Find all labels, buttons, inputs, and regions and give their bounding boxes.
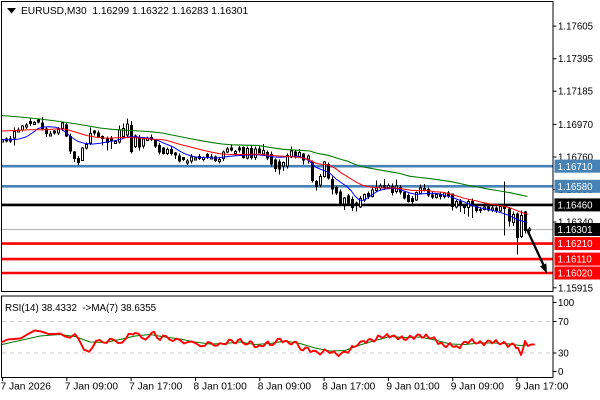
svg-text:70: 70 <box>558 317 569 328</box>
svg-text:8 Jan 01:00: 8 Jan 01:00 <box>194 382 248 393</box>
svg-text:RSI(14) 38.4332 ->MA(7) 38.63: RSI(14) 38.4332 ->MA(7) 38.6355 <box>5 303 157 314</box>
svg-text:1.16301: 1.16301 <box>558 225 593 236</box>
svg-text:1.15915: 1.15915 <box>558 283 593 294</box>
svg-text:8 Jan 17:00: 8 Jan 17:00 <box>322 382 376 393</box>
svg-text:9 Jan 17:00: 9 Jan 17:00 <box>515 382 569 393</box>
svg-text:1.16580: 1.16580 <box>558 182 594 193</box>
svg-text:1.16020: 1.16020 <box>558 269 594 280</box>
svg-text:1.16760: 1.16760 <box>558 153 594 164</box>
svg-text:7 Jan 17:00: 7 Jan 17:00 <box>129 382 183 393</box>
svg-text:7 Jan 09:00: 7 Jan 09:00 <box>65 382 119 393</box>
svg-text:1.17185: 1.17185 <box>558 87 593 98</box>
svg-text:9 Jan 09:00: 9 Jan 09:00 <box>451 382 505 393</box>
svg-text:100: 100 <box>558 298 575 309</box>
svg-text:1.17395: 1.17395 <box>558 54 593 65</box>
svg-text:1.16710: 1.16710 <box>558 162 594 173</box>
svg-text:1.16210: 1.16210 <box>558 239 594 250</box>
svg-text:0: 0 <box>558 367 564 378</box>
svg-text:9 Jan 01:00: 9 Jan 01:00 <box>386 382 440 393</box>
svg-text:1.16460: 1.16460 <box>558 201 594 212</box>
svg-text:30: 30 <box>558 349 569 360</box>
svg-text:1.16970: 1.16970 <box>558 120 594 131</box>
svg-text:EURUSD,M30 1.16299 1.16322 1.: EURUSD,M30 1.16299 1.16322 1.16283 1.163… <box>21 6 248 17</box>
svg-text:1.17605: 1.17605 <box>558 22 593 33</box>
svg-text:1.16110: 1.16110 <box>558 255 593 266</box>
svg-text:7 Jan 2026: 7 Jan 2026 <box>1 382 52 393</box>
svg-text:8 Jan 09:00: 8 Jan 09:00 <box>258 382 312 393</box>
